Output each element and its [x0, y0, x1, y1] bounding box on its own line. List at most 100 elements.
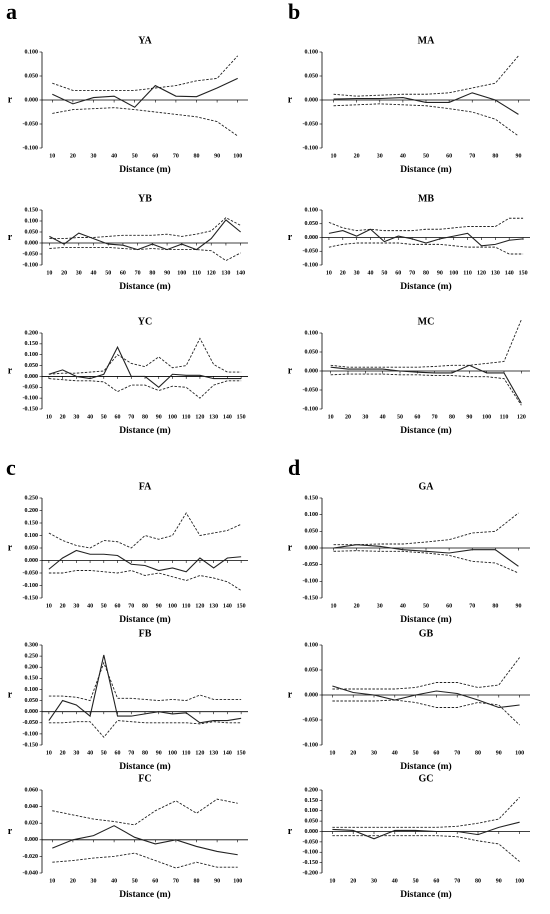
y-tick-label: -0.100: [303, 850, 319, 856]
confidence-line: [332, 835, 520, 862]
x-axis-label: Distance (m): [400, 889, 451, 900]
y-tick-label: -0.050: [23, 720, 39, 726]
x-axis-label: Distance (m): [400, 164, 451, 175]
y-tick-label: -0.020: [23, 854, 39, 860]
y-tick-label: 0.100: [305, 512, 319, 518]
y-tick-label: -0.100: [23, 731, 39, 737]
x-axis-label: Distance (m): [119, 281, 170, 292]
x-tick-label: 10: [329, 750, 335, 756]
x-tick-label: 130: [491, 270, 500, 276]
x-tick-label: 30: [91, 153, 97, 159]
x-axis-label: Distance (m): [119, 614, 170, 625]
confidence-line: [332, 657, 520, 690]
confidence-line: [333, 103, 519, 137]
y-tick-label: 0.050: [25, 698, 39, 704]
y-tick-label: 0.100: [305, 207, 319, 213]
confidence-line: [333, 512, 519, 546]
y-tick-label: -0.100: [23, 145, 39, 151]
confidence-line: [48, 570, 242, 591]
y-axis-label: r: [8, 232, 13, 243]
x-tick-label: 30: [377, 153, 383, 159]
x-tick-label: 10: [46, 750, 52, 756]
y-tick-label: -0.100: [23, 262, 39, 268]
y-tick-label: 0.020: [25, 821, 39, 827]
x-tick-label: 50: [132, 878, 138, 884]
confidence-line: [332, 796, 520, 828]
x-tick-label: 40: [368, 270, 374, 276]
x-tick-label: 100: [515, 750, 524, 756]
x-tick-label: 40: [111, 153, 117, 159]
confidence-line: [48, 512, 242, 549]
x-tick-label: 70: [173, 153, 179, 159]
y-axis-label: r: [8, 365, 13, 376]
x-tick-label: 80: [475, 878, 481, 884]
confidence-line: [48, 720, 242, 738]
x-tick-label: 10: [46, 603, 52, 609]
y-tick-label: 0.100: [25, 218, 39, 224]
y-tick-label: 0.000: [305, 692, 319, 698]
y-tick-label: 0.200: [25, 330, 39, 336]
confidence-line: [49, 217, 241, 240]
x-tick-label: 20: [61, 270, 67, 276]
y-tick-label: -0.050: [23, 121, 39, 127]
x-tick-label: 40: [400, 153, 406, 159]
x-tick-label: 110: [182, 750, 191, 756]
confidence-line: [48, 378, 242, 399]
x-tick-label: 20: [350, 750, 356, 756]
x-tick-label: 40: [87, 414, 93, 420]
x-tick-label: 50: [132, 153, 138, 159]
x-tick-label: 20: [340, 270, 346, 276]
x-tick-label: 50: [101, 414, 107, 420]
x-tick-label: 90: [437, 270, 443, 276]
panel-label: c: [6, 455, 16, 480]
x-axis-label: Distance (m): [119, 761, 170, 772]
x-tick-label: 90: [496, 878, 502, 884]
x-tick-label: 100: [233, 878, 242, 884]
y-tick-label: 0.050: [305, 819, 319, 825]
confidence-line: [333, 550, 519, 574]
y-tick-label: 0.150: [25, 676, 39, 682]
x-tick-label: 40: [392, 878, 398, 884]
x-tick-label: 30: [354, 270, 360, 276]
y-tick-label: 0.000: [25, 709, 39, 715]
x-tick-label: 30: [362, 414, 368, 420]
confidence-line: [52, 55, 239, 91]
y-tick-label: 0.150: [25, 341, 39, 347]
x-tick-label: 50: [413, 878, 419, 884]
x-tick-label: 100: [177, 270, 186, 276]
x-tick-label: 20: [70, 878, 76, 884]
x-tick-label: 20: [354, 153, 360, 159]
x-tick-label: 10: [49, 153, 55, 159]
x-tick-label: 150: [237, 603, 246, 609]
y-axis-label: r: [288, 542, 293, 553]
y-tick-label: 0.040: [25, 804, 39, 810]
y-tick-label: -0.150: [303, 860, 319, 866]
x-axis-label: Distance (m): [119, 889, 170, 900]
x-tick-label: 70: [454, 750, 460, 756]
y-axis-label: r: [288, 826, 293, 837]
confidence-line: [49, 246, 241, 262]
y-tick-label: 0.050: [25, 229, 39, 235]
x-tick-label: 30: [73, 603, 79, 609]
y-tick-label: 0.000: [25, 374, 39, 380]
y-tick-label: 0.050: [305, 529, 319, 535]
x-tick-label: 70: [173, 878, 179, 884]
x-tick-label: 70: [409, 270, 415, 276]
panel-label: d: [288, 455, 300, 480]
x-tick-label: 40: [91, 270, 97, 276]
x-tick-label: 150: [237, 750, 246, 756]
x-tick-label: 50: [413, 750, 419, 756]
y-tick-label: -0.100: [23, 583, 39, 589]
y-tick-label: -0.050: [303, 121, 319, 127]
x-tick-label: 130: [209, 750, 218, 756]
x-tick-label: 30: [371, 878, 377, 884]
x-tick-label: 20: [70, 153, 76, 159]
y-tick-label: 0.050: [25, 545, 39, 551]
y-tick-label: -0.150: [23, 595, 39, 601]
x-tick-label: 110: [500, 414, 509, 420]
y-tick-label: -0.100: [303, 579, 319, 585]
x-tick-label: 30: [76, 270, 82, 276]
x-tick-label: 140: [505, 270, 514, 276]
x-tick-label: 60: [395, 270, 401, 276]
x-tick-label: 90: [466, 414, 472, 420]
